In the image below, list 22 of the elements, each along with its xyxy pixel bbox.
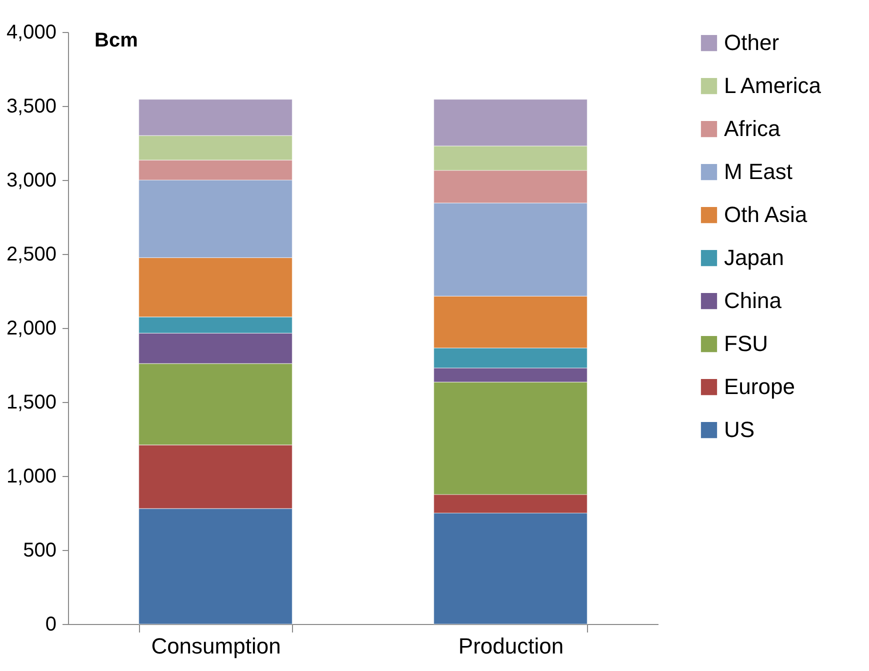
legend-label: US	[724, 417, 755, 442]
legend-label: Africa	[724, 116, 781, 141]
legend-label: Other	[724, 30, 780, 55]
y-tick-label: 500	[23, 540, 56, 562]
legend-label: Europe	[724, 374, 795, 399]
y-tick-label: 1,500	[6, 392, 56, 414]
x-tick-label: Consumption	[151, 634, 281, 658]
legend-label: FSU	[724, 331, 768, 356]
y-tick-label: 3,000	[6, 170, 56, 192]
y-tick-label: 1,000	[6, 466, 56, 488]
x-tick-label: Production	[458, 634, 564, 658]
y-tick-label: 4,000	[6, 22, 56, 44]
y-tick-label: 0	[45, 614, 56, 636]
legend-label: China	[724, 288, 782, 313]
y-tick-label: 2,000	[6, 318, 56, 340]
legend-label: L America	[724, 73, 822, 98]
legend-label: Oth Asia	[724, 202, 808, 227]
y-tick-label: 2,500	[6, 244, 56, 266]
legend-label: Japan	[724, 245, 784, 270]
y-tick-label: 3,500	[6, 96, 56, 118]
y-axis-title: Bcm	[94, 30, 138, 52]
legend-label: M East	[724, 159, 792, 184]
